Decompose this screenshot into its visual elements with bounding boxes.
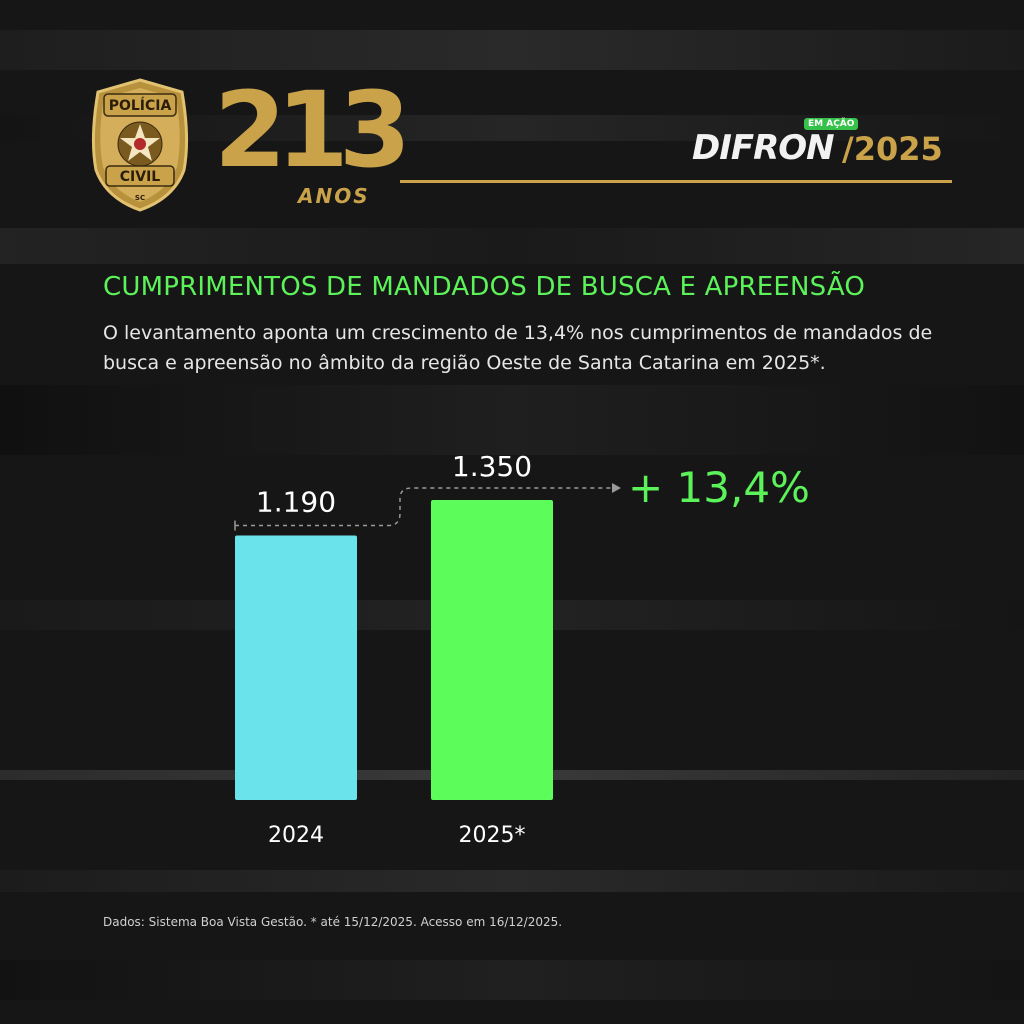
category-label: 2025* xyxy=(459,823,526,848)
police-badge-logo: POLÍCIA CIVIL SC xyxy=(91,78,189,212)
growth-label: + 13,4% xyxy=(628,463,810,512)
anniversary-number: 213 xyxy=(214,69,411,191)
value-label: 1.190 xyxy=(256,486,336,519)
source-footnote: Dados: Sistema Boa Vista Gestão. * até 1… xyxy=(103,915,563,929)
brand-year: /2025 xyxy=(842,130,943,168)
chart-title: CUMPRIMENTOS DE MANDADOS DE BUSCA E APRE… xyxy=(103,272,866,302)
bar-2025 xyxy=(431,500,553,800)
category-label: 2024 xyxy=(268,823,324,848)
value-label: 1.350 xyxy=(452,450,532,483)
badge-bottom-text: CIVIL xyxy=(120,169,161,185)
growth-connector-line xyxy=(235,487,612,527)
chart-description: O levantamento aponta um crescimento de … xyxy=(103,322,933,374)
brand-tag: EM AÇÃO xyxy=(804,118,859,130)
anniversary-word: ANOS xyxy=(298,184,370,208)
header-divider xyxy=(400,180,952,183)
badge-state-text: SC xyxy=(135,194,145,202)
badge-top-text: POLÍCIA xyxy=(109,97,172,114)
connector-arrowhead xyxy=(612,483,621,493)
brand-name: DIFRON xyxy=(692,128,835,168)
bar-2024 xyxy=(235,535,357,800)
bar-chart: 1.190 2024 1.350 2025* + 13,4% xyxy=(234,450,810,848)
